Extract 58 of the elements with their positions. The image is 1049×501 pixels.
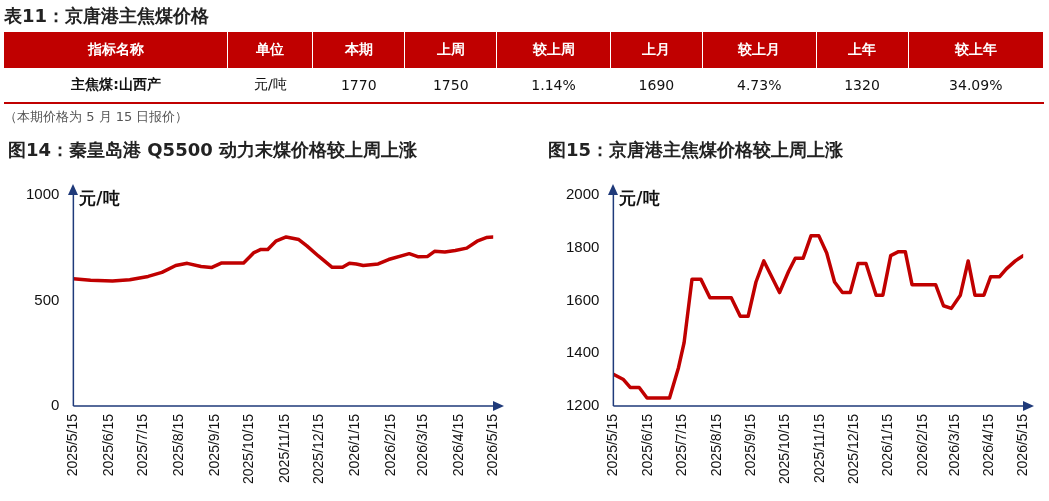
x-tick-label: 2025/10/15 bbox=[776, 413, 793, 485]
text: 元/吨 bbox=[227, 68, 313, 103]
text: 1690 bbox=[610, 68, 703, 103]
x-tick-label: 2026/3/15 bbox=[945, 413, 962, 477]
x-tick-label: 2025/9/15 bbox=[205, 413, 222, 477]
text: 1770 bbox=[312, 68, 405, 103]
y-tick-label: 2000 bbox=[565, 185, 600, 203]
x-tick-label: 2026/4/15 bbox=[980, 413, 997, 477]
text: 4.73% bbox=[702, 68, 817, 103]
x-tick-label: 2026/1/15 bbox=[879, 413, 896, 477]
x-tick-label: 2025/12/15 bbox=[844, 413, 861, 485]
x-tick-label: 2025/7/15 bbox=[672, 413, 689, 477]
chart-title: 图15：京唐港主焦煤价格较上周上涨 bbox=[548, 138, 845, 162]
category-label: 上周 bbox=[404, 32, 497, 68]
text: 34.09% bbox=[908, 68, 1044, 103]
x-tick-label: 2025/9/15 bbox=[742, 413, 759, 477]
category-label: 单位 bbox=[227, 32, 313, 68]
text: （本期价格为 5 月 15 日报价） bbox=[4, 108, 190, 126]
x-tick-label: 2025/6/15 bbox=[99, 413, 116, 477]
y-tick-label: 500 bbox=[34, 290, 60, 308]
x-tick-label: 2025/10/15 bbox=[240, 413, 257, 485]
x-tick-label: 2025/6/15 bbox=[639, 413, 656, 477]
x-tick-label: 2025/7/15 bbox=[134, 413, 151, 477]
x-tick-label: 2025/12/15 bbox=[310, 413, 327, 485]
category-label: 本期 bbox=[312, 32, 405, 68]
y-tick-label: 1600 bbox=[565, 290, 600, 308]
category-label: 指标名称 bbox=[4, 32, 228, 68]
category-label: 较上年 bbox=[908, 32, 1044, 68]
x-tick-label: 2025/11/15 bbox=[275, 413, 292, 483]
text: 1320 bbox=[816, 68, 909, 103]
x-tick-label: 2025/5/15 bbox=[604, 413, 621, 477]
y-tick-label: 1800 bbox=[565, 237, 600, 255]
y-tick-label: 1400 bbox=[565, 343, 600, 361]
x-tick-label: 2026/3/15 bbox=[413, 413, 430, 477]
y-axis-title: 元/吨 bbox=[78, 187, 120, 208]
x-tick-label: 2026/2/15 bbox=[381, 413, 398, 477]
x-tick-label: 2025/8/15 bbox=[170, 413, 187, 477]
text: 1750 bbox=[404, 68, 497, 103]
x-tick-label: 2026/5/15 bbox=[484, 413, 501, 477]
category-label: 上月 bbox=[610, 32, 703, 68]
x-tick-label: 2025/11/15 bbox=[810, 413, 827, 483]
x-tick-label: 2025/8/15 bbox=[707, 413, 724, 477]
y-axis-title: 元/吨 bbox=[618, 187, 660, 208]
text: 1.14% bbox=[496, 68, 611, 103]
y-tick-label: 1200 bbox=[565, 396, 600, 414]
x-tick-label: 2026/1/15 bbox=[346, 413, 363, 477]
x-tick-label: 2026/2/15 bbox=[914, 413, 931, 477]
x-tick-label: 2026/4/15 bbox=[449, 413, 466, 477]
category-label: 较上月 bbox=[702, 32, 817, 68]
y-tick-label: 0 bbox=[51, 396, 60, 414]
text: 表11：京唐港主焦煤价格 bbox=[4, 4, 211, 28]
x-tick-label: 2025/5/15 bbox=[64, 413, 81, 477]
category-label: 较上周 bbox=[496, 32, 611, 68]
chart-title: 图14：秦皇岛港 Q5500 动力末煤价格较上周上涨 bbox=[8, 138, 418, 162]
category-label: 上年 bbox=[816, 32, 909, 68]
x-tick-label: 2026/5/15 bbox=[1014, 413, 1031, 477]
y-tick-label: 1000 bbox=[25, 185, 60, 203]
text: 主焦煤:山西产 bbox=[4, 68, 228, 103]
